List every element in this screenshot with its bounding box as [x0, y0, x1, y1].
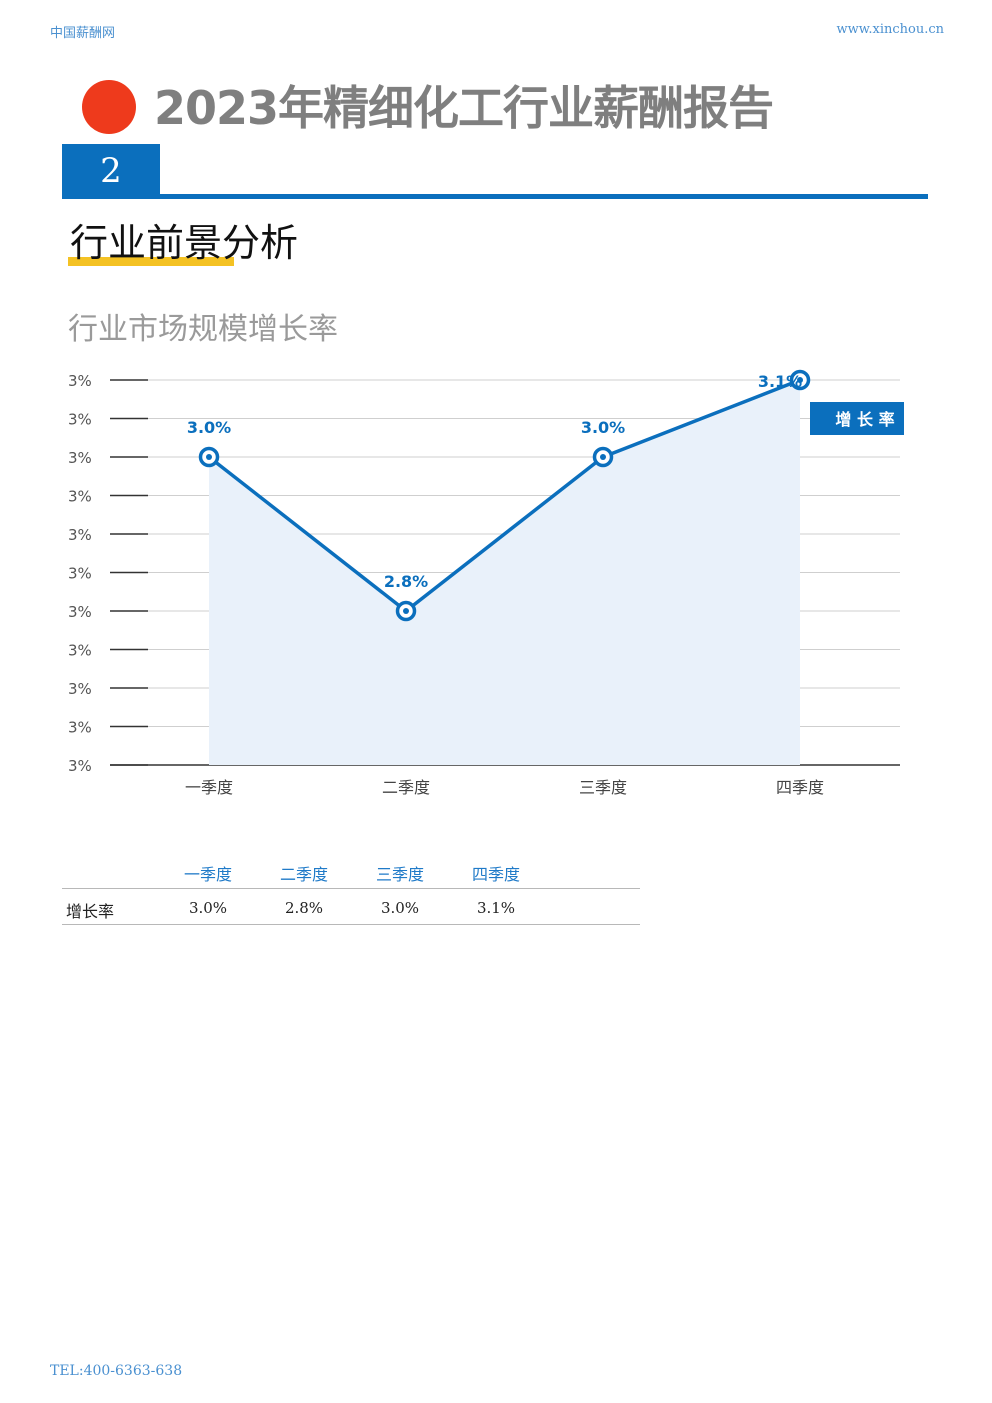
x-tick-label: 一季度: [185, 778, 233, 797]
chart-title: 行业市场规模增长率: [68, 312, 338, 347]
footer-phone: TEL:400-6363-638: [50, 1363, 183, 1379]
y-tick-label: 3%: [68, 603, 92, 621]
table-cell-q4: 3.1%: [476, 899, 516, 917]
table-header-q2: 二季度: [279, 865, 328, 884]
table-cell-q2: 2.8%: [284, 899, 324, 917]
data-label: 2.8%: [384, 572, 428, 591]
data-point-center: [600, 454, 606, 460]
table-row-label: 增长率: [66, 902, 115, 921]
y-tick-label: 3%: [68, 719, 92, 737]
table-header-q4: 四季度: [471, 865, 520, 884]
section-title: 行业前景分析: [70, 221, 299, 265]
title-dot-icon: [82, 80, 136, 134]
legend-label: 增 长 率: [835, 410, 894, 429]
table-cell-q1: 3.0%: [188, 899, 228, 917]
data-point-center: [403, 608, 409, 614]
data-label: 3.1%: [758, 372, 802, 391]
legend-box: [810, 402, 904, 435]
x-tick-label: 三季度: [579, 778, 627, 797]
section-divider: [62, 194, 928, 199]
y-tick-label: 3%: [68, 372, 92, 390]
y-tick-label: 3%: [68, 449, 92, 467]
data-point-center: [206, 454, 212, 460]
y-tick-label: 3%: [68, 488, 92, 506]
table-cell-q3: 3.0%: [380, 899, 420, 917]
line-chart: 3%3%3%3%3%3%3%3%3%3%3% 3.0%2.8%3.0%3.1% …: [68, 369, 904, 797]
y-tick-label: 3%: [68, 526, 92, 544]
data-label: 3.0%: [581, 418, 625, 437]
series-line: [207, 378, 801, 613]
table-header-q1: 一季度: [183, 865, 232, 884]
y-tick-label: 3%: [68, 680, 92, 698]
data-label: 3.0%: [187, 418, 231, 437]
table-rule-top: [62, 888, 640, 889]
x-tick-label: 二季度: [382, 778, 430, 797]
data-point-center: [797, 377, 803, 383]
y-tick-label: 3%: [68, 411, 92, 429]
x-tick-label: 四季度: [776, 778, 824, 797]
report-title: 2023年精细化工行业薪酬报告: [154, 81, 774, 135]
y-tick-label: 3%: [68, 642, 92, 660]
y-tick-label: 3%: [68, 757, 92, 775]
series-area: [209, 380, 800, 765]
section-number-badge: 2: [62, 144, 160, 194]
table-header-q3: 三季度: [375, 865, 424, 884]
table-rule-bottom: [62, 924, 640, 925]
site-name: 中国薪酬网: [50, 26, 116, 41]
subtitle-highlight: [68, 257, 234, 266]
y-tick-label: 3%: [68, 565, 92, 583]
site-url[interactable]: www.xinchou.cn: [836, 22, 944, 37]
